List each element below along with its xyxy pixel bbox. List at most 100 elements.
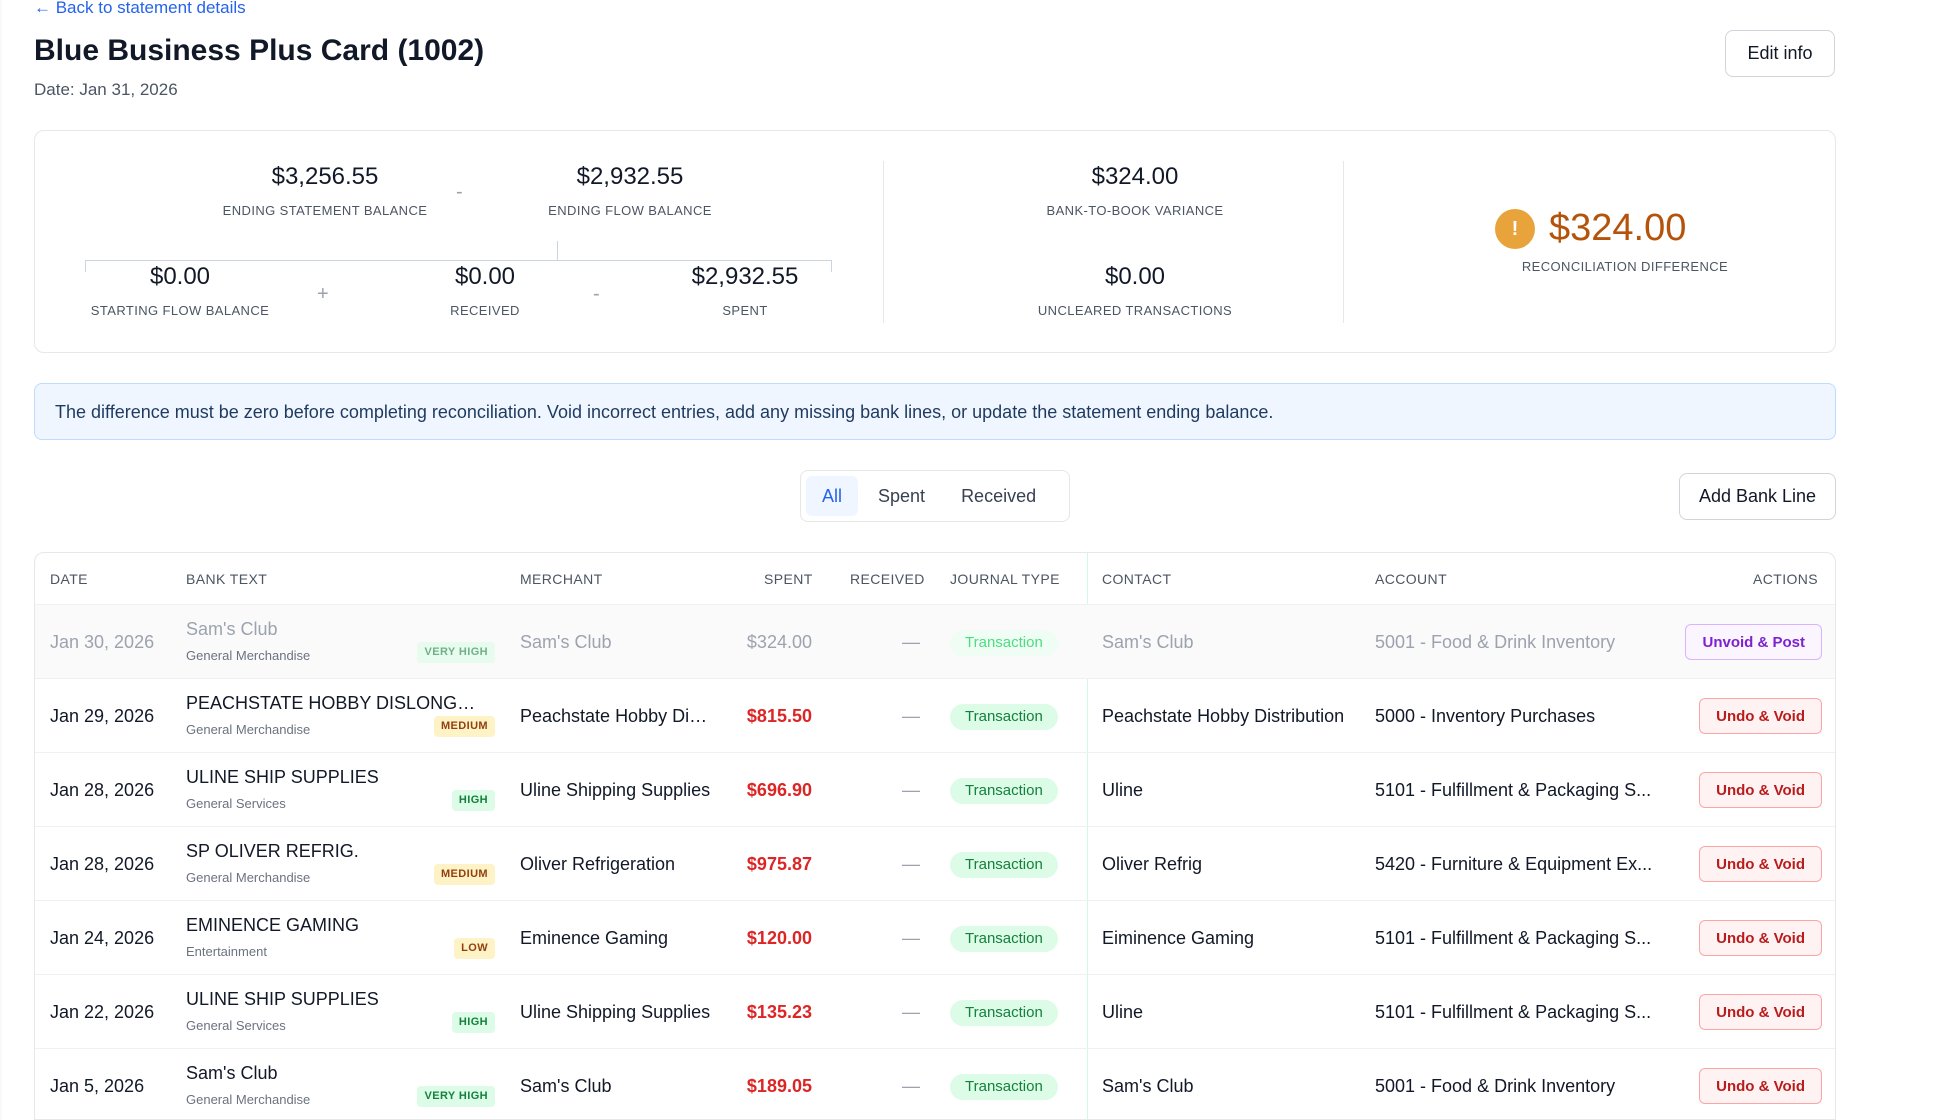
row-date: Jan 30, 2026 <box>50 632 155 652</box>
confidence-badge: HIGH <box>451 1012 495 1033</box>
header-contact: CONTACT <box>1102 571 1172 587</box>
row-date: Jan 29, 2026 <box>50 706 155 726</box>
ending-statement-balance: $3,256.55 ENDING STATEMENT BALANCE <box>190 163 460 218</box>
header-bank-text: BANK TEXT <box>186 571 268 587</box>
bank-to-book-variance: $324.00 BANK-TO-BOOK VARIANCE <box>1000 163 1270 218</box>
confidence-badge: VERY HIGH <box>417 642 495 663</box>
spent-total-value: $2,932.55 <box>691 263 799 290</box>
header-actions: ACTIONS <box>1753 571 1819 587</box>
starting-flow-balance-label: STARTING FLOW BALANCE <box>90 303 270 318</box>
undo-void-button[interactable]: Undo & Void <box>1699 846 1822 882</box>
transaction-filter: All Spent Received <box>800 470 1070 522</box>
row-category: General Services <box>186 796 286 811</box>
row-contact: Sam's Club <box>1102 632 1194 652</box>
undo-void-button[interactable]: Undo & Void <box>1699 772 1822 808</box>
row-received: — <box>902 780 920 800</box>
back-to-statement-link[interactable]: ← Back to statement details <box>34 0 246 17</box>
ending-flow-balance-label: ENDING FLOW BALANCE <box>548 203 712 218</box>
journal-type-badge: Transaction <box>950 1074 1058 1100</box>
table-row[interactable]: Jan 24, 2026 EMINENCE GAMING Entertainment… <box>35 901 1835 975</box>
row-contact: Eiminence Gaming <box>1102 928 1255 948</box>
row-account: 5101 - Fulfillment & Packaging S... <box>1375 928 1652 948</box>
row-category: General Merchandise <box>186 1092 311 1107</box>
header-merchant: MERCHANT <box>520 571 603 587</box>
row-spent: $324.00 <box>746 632 812 652</box>
row-category: General Merchandise <box>186 722 311 737</box>
row-date: Jan 5, 2026 <box>50 1076 145 1096</box>
bank-to-book-variance-value: $324.00 <box>1091 163 1179 190</box>
row-contact: Peachstate Hobby Distribution <box>1102 706 1345 726</box>
spent-total: $2,932.55 SPENT <box>665 263 825 318</box>
table-row[interactable]: Jan 22, 2026 ULINE SHIP SUPPLIES General S… <box>35 975 1835 1049</box>
row-date: Jan 22, 2026 <box>50 1002 155 1022</box>
table-row[interactable]: Jan 30, 2026 Sam's Club General Merchandis… <box>35 605 1835 679</box>
summary-divider <box>883 161 884 323</box>
row-received: — <box>902 928 920 948</box>
row-bank-text: ULINE SHIP SUPPLIES <box>186 989 379 1009</box>
uncleared-transactions-value: $0.00 <box>1104 263 1166 290</box>
row-contact: Oliver Refrig <box>1102 854 1203 874</box>
filter-received-button[interactable]: Received <box>945 476 1052 516</box>
bracket-left-tick <box>85 260 86 272</box>
row-spent: $815.50 <box>746 706 812 726</box>
row-merchant: Eminence Gaming <box>520 928 669 948</box>
row-merchant: Oliver Refrigeration <box>520 854 676 874</box>
info-banner: The difference must be zero before compl… <box>34 383 1836 440</box>
filter-spent-button[interactable]: Spent <box>862 476 941 516</box>
table-row[interactable]: Jan 29, 2026 PEACHSTATE HOBBY DISLONGW...… <box>35 679 1835 753</box>
filter-all-button[interactable]: All <box>806 476 859 516</box>
row-account: 5420 - Furniture & Equipment Ex... <box>1375 854 1653 874</box>
journal-type-badge: Transaction <box>950 704 1058 730</box>
journal-type-badge: Transaction <box>950 778 1058 804</box>
row-category: General Services <box>186 1018 286 1033</box>
received-total-label: RECEIVED <box>450 303 520 318</box>
minus-operator: - <box>456 181 463 203</box>
row-received: — <box>902 632 920 652</box>
summary-divider <box>1343 161 1344 323</box>
row-spent: $120.00 <box>746 928 812 948</box>
undo-void-button[interactable]: Undo & Void <box>1699 1068 1822 1104</box>
received-total: $0.00 RECEIVED <box>415 263 555 318</box>
row-category: Entertainment <box>186 944 267 959</box>
row-date: Jan 24, 2026 <box>50 928 155 948</box>
undo-void-button[interactable]: Undo & Void <box>1699 994 1822 1030</box>
bracket-right-tick <box>831 260 832 272</box>
row-merchant: Uline Shipping Supplies <box>520 1002 711 1022</box>
row-date: Jan 28, 2026 <box>50 854 155 874</box>
journal-type-badge: Transaction <box>950 1000 1058 1026</box>
unvoid-post-button[interactable]: Unvoid & Post <box>1685 624 1822 660</box>
row-merchant: Peachstate Hobby Dist... <box>520 706 715 726</box>
row-category: General Merchandise <box>186 648 311 663</box>
header-spent: SPENT <box>764 571 813 587</box>
journal-type-badge: Transaction <box>950 852 1058 878</box>
warning-icon: ! <box>1495 209 1535 249</box>
row-spent: $696.90 <box>746 780 812 800</box>
row-bank-text: EMINENCE GAMING <box>186 915 360 935</box>
table-row[interactable]: Jan 5, 2026 Sam's Club General Merchandise… <box>35 1049 1835 1119</box>
row-bank-text: Sam's Club <box>186 619 278 639</box>
ending-flow-balance-value: $2,932.55 <box>576 163 684 190</box>
edit-info-button[interactable]: Edit info <box>1725 30 1835 77</box>
confidence-badge: HIGH <box>451 790 495 811</box>
table-row[interactable]: Jan 28, 2026 ULINE SHIP SUPPLIES General S… <box>35 753 1835 827</box>
undo-void-button[interactable]: Undo & Void <box>1699 698 1822 734</box>
row-category: General Merchandise <box>186 870 311 885</box>
confidence-badge: VERY HIGH <box>417 1086 495 1107</box>
row-contact: Uline <box>1102 780 1144 800</box>
undo-void-button[interactable]: Undo & Void <box>1699 920 1822 956</box>
journal-type-badge: Transaction <box>950 926 1058 952</box>
row-spent: $975.87 <box>746 854 812 874</box>
reconciliation-difference-label: RECONCILIATION DIFFERENCE <box>1521 259 1729 274</box>
starting-flow-balance-value: $0.00 <box>149 263 211 290</box>
row-bank-text: SP OLIVER REFRIG. <box>186 841 359 861</box>
header-date: DATE <box>50 571 88 587</box>
table-row[interactable]: Jan 28, 2026 SP OLIVER REFRIG. General Mer… <box>35 827 1835 901</box>
header-journal-type: JOURNAL TYPE <box>950 571 1060 587</box>
page-title: Blue Business Plus Card (1002) <box>34 34 485 67</box>
add-bank-line-button[interactable]: Add Bank Line <box>1679 473 1836 520</box>
row-merchant: Uline Shipping Supplies <box>520 780 711 800</box>
ending-flow-balance: $2,932.55 ENDING FLOW BALANCE <box>515 163 745 218</box>
row-account: 5001 - Food & Drink Inventory <box>1375 1076 1616 1096</box>
row-bank-text: PEACHSTATE HOBBY DISLONGW... <box>186 693 486 713</box>
